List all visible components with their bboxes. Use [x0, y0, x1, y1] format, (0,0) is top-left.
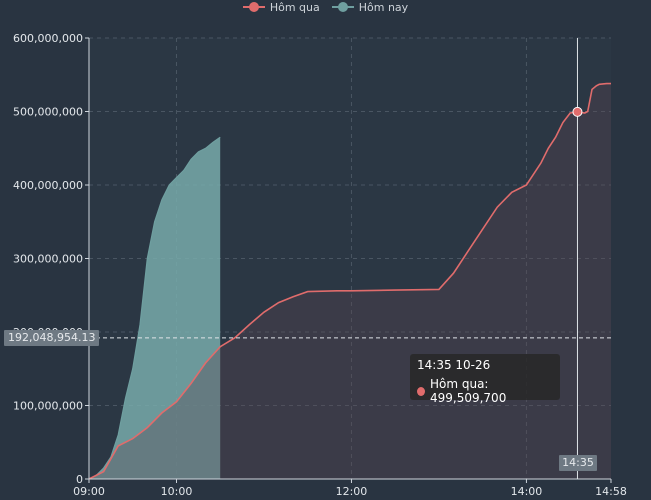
y-tick-label: 0 — [76, 473, 83, 486]
x-tick-label: 12:00 — [336, 485, 368, 498]
crosshair-x-label: 14:35 — [559, 455, 597, 471]
y-tick-label: 400,000,000 — [13, 179, 83, 192]
legend-item-yesterday[interactable]: Hôm qua — [242, 0, 320, 14]
tooltip-title: 14:35 10-26 — [417, 358, 491, 372]
legend-swatch-today — [331, 2, 354, 12]
legend: Hôm qua Hôm nay — [0, 0, 651, 14]
x-tick-label: 14:00 — [511, 485, 543, 498]
x-tick-label: 09:00 — [73, 485, 105, 498]
y-tick-label: 500,000,000 — [13, 106, 83, 119]
x-tick-label: 14:58 — [595, 485, 627, 498]
legend-label-yesterday: Hôm qua — [269, 0, 320, 14]
y-tick-label: 300,000,000 — [13, 253, 83, 266]
crosshair-y-label: 192,048,954.13 — [4, 330, 100, 346]
series-line-today — [88, 136, 221, 480]
x-tick-label: 10:00 — [161, 485, 193, 498]
highlight-point — [572, 106, 583, 117]
tooltip-row: Hôm qua: 499,509,700 — [417, 377, 553, 405]
tooltip-dot — [417, 386, 425, 396]
legend-item-today[interactable]: Hôm nay — [331, 0, 409, 14]
series-area-today — [89, 137, 221, 479]
tooltip-value: Hôm qua: 499,509,700 — [429, 377, 507, 405]
legend-label-today: Hôm nay — [358, 0, 409, 14]
legend-swatch-yesterday — [242, 2, 265, 12]
tooltip: 14:35 10-26 Hôm qua: 499,509,700 — [410, 354, 560, 405]
y-tick-label: 600,000,000 — [13, 32, 83, 45]
y-tick-label: 100,000,000 — [13, 400, 83, 413]
